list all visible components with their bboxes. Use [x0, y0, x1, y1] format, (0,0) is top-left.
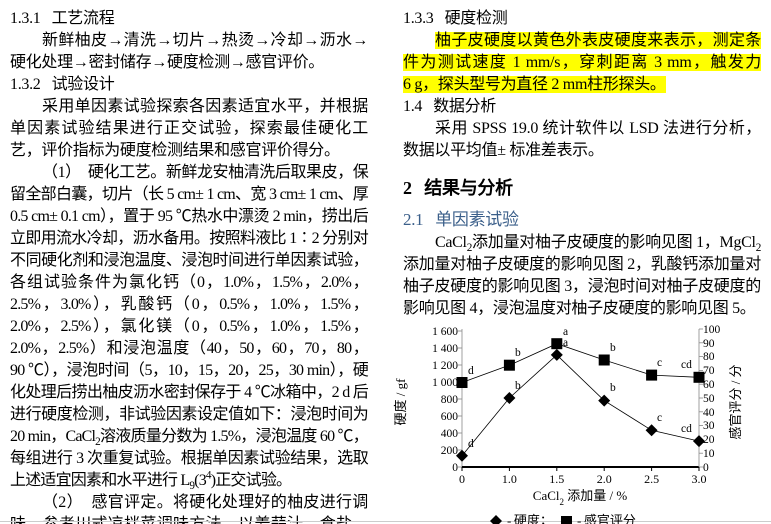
svg-text:a: a: [563, 326, 568, 338]
svg-text:2.0: 2.0: [597, 472, 612, 486]
svg-text:70: 70: [703, 365, 715, 377]
svg-text:- 硬度；: - 硬度；: [507, 513, 553, 524]
svg-text:d: d: [468, 438, 474, 450]
svg-text:感官评分 / 分: 感官评分 / 分: [728, 364, 743, 439]
svg-text:1 200: 1 200: [432, 360, 458, 372]
svg-text:cd: cd: [681, 423, 692, 435]
svg-text:20: 20: [703, 434, 715, 446]
svg-text:1 400: 1 400: [432, 343, 458, 355]
svg-text:a: a: [563, 337, 568, 349]
svg-text:80: 80: [703, 351, 715, 363]
svg-text:0: 0: [459, 472, 465, 486]
svg-text:c: c: [657, 412, 662, 424]
svg-text:CaCl2 添加量 / %: CaCl2 添加量 / %: [533, 488, 628, 507]
svg-text:60: 60: [703, 379, 715, 391]
svg-text:1 600: 1 600: [432, 326, 458, 338]
svg-text:200: 200: [441, 445, 459, 457]
svg-text:0: 0: [452, 462, 458, 474]
svg-text:- 感官评分: - 感官评分: [577, 513, 636, 524]
svg-text:800: 800: [441, 394, 459, 406]
svg-text:硬度 / gf: 硬度 / gf: [393, 378, 408, 426]
svg-text:3.0: 3.0: [692, 472, 707, 486]
svg-text:50: 50: [703, 393, 715, 405]
svg-text:b: b: [610, 342, 616, 354]
svg-text:10: 10: [703, 448, 715, 460]
svg-text:400: 400: [441, 428, 459, 440]
svg-text:1.5: 1.5: [549, 472, 564, 486]
svg-text:2.5: 2.5: [644, 472, 659, 486]
svg-text:30: 30: [703, 420, 715, 432]
svg-text:1.0: 1.0: [502, 472, 517, 486]
svg-text:cd: cd: [681, 359, 692, 371]
svg-text:100: 100: [703, 324, 721, 336]
svg-text:b: b: [515, 380, 521, 392]
svg-text:1 000: 1 000: [432, 377, 458, 389]
svg-text:90: 90: [703, 338, 715, 350]
svg-text:600: 600: [441, 411, 459, 423]
svg-text:d: d: [468, 365, 474, 377]
svg-text:40: 40: [703, 407, 715, 419]
svg-text:c: c: [657, 357, 662, 369]
svg-text:b: b: [515, 347, 521, 359]
svg-text:b: b: [610, 382, 616, 394]
